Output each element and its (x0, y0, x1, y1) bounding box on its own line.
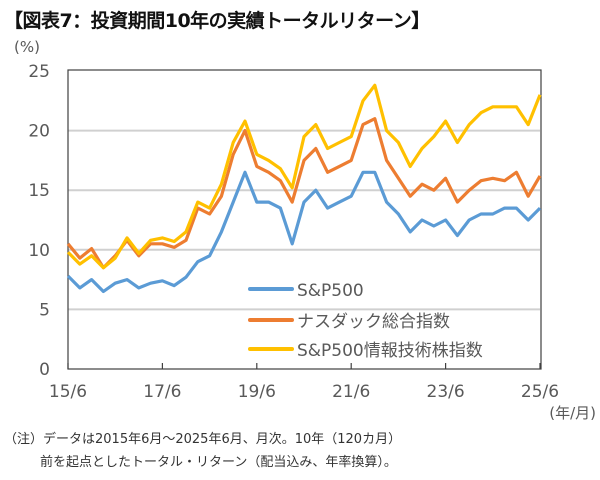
y-tick-label: 15 (28, 181, 50, 201)
x-tick-label: 19/6 (238, 382, 276, 402)
note-line-2: 前を起点としたトータル・リターン（配当込み、年率換算）。 (40, 455, 397, 470)
x-tick-label: 23/6 (427, 382, 465, 402)
y-tick-label: 0 (39, 360, 50, 380)
legend-label: S&P500情報技術株指数 (297, 341, 483, 361)
note-line-1: （注）データは2015年6月～2025年6月、月次。10年（120カ月） (4, 432, 402, 447)
x-tick-label: 25/6 (521, 382, 559, 402)
series-line (66, 83, 542, 270)
series-line (66, 170, 542, 294)
chart-title: 【図表7：投資期間10年の実績トータルリターン】 (4, 10, 430, 32)
y-tick-label: 20 (28, 122, 50, 142)
y-tick-label: 25 (28, 62, 50, 82)
x-tick-label: 17/6 (143, 382, 181, 402)
x-axis-unit: (年/月) (549, 404, 596, 422)
legend-label: ナスダック総合指数 (297, 312, 450, 332)
y-axis-unit: (%) (14, 38, 40, 56)
y-tick-label: 5 (39, 300, 50, 320)
plot-frame (67, 69, 542, 370)
series-line (66, 117, 542, 270)
x-tick-label: 21/6 (332, 382, 370, 402)
legend-label: S&P500 (297, 281, 364, 301)
x-tick-label: 15/6 (49, 382, 87, 402)
y-tick-label: 10 (28, 241, 50, 261)
